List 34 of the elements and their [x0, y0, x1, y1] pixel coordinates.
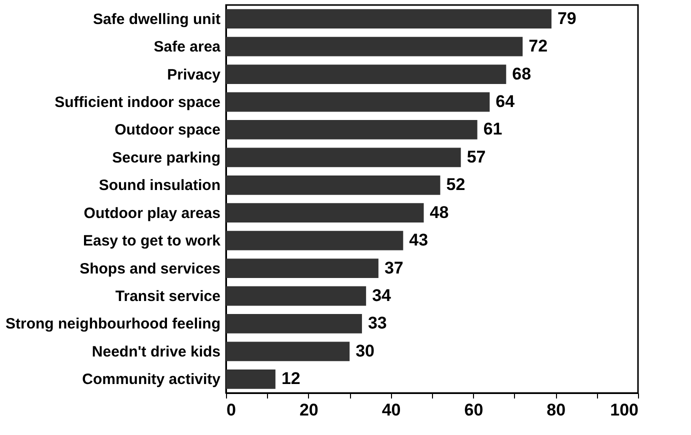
y-tick-label: Secure parking	[112, 149, 220, 166]
data-label: 57	[466, 147, 486, 166]
y-tick-label: Strong neighbourhood feeling	[6, 316, 220, 333]
x-tick-label: 0	[226, 400, 236, 420]
y-tick-label: Sufficient indoor space	[54, 94, 220, 111]
data-label: 12	[281, 369, 300, 388]
x-tick-label: 20	[299, 400, 318, 420]
data-label: 61	[483, 120, 502, 139]
y-tick-label: Transit service	[115, 288, 220, 305]
y-tick-label: Needn't drive kids	[92, 343, 220, 360]
data-label: 43	[409, 230, 428, 250]
data-label: 33	[368, 314, 387, 333]
data-label: 30	[356, 341, 375, 360]
y-tick-label: Safe area	[154, 38, 222, 56]
x-tick-label: 60	[464, 400, 484, 420]
y-tick-label: Privacy	[167, 66, 222, 84]
y-tick-label: Shops and services	[80, 260, 220, 278]
y-tick-label: Community activity	[82, 371, 222, 388]
data-label: 68	[512, 64, 532, 84]
data-label: 34	[372, 286, 392, 305]
data-label: 79	[557, 8, 576, 28]
y-tick-label: Outdoor space	[114, 122, 220, 139]
x-tick-label: 80	[546, 400, 566, 420]
x-tick-label: 100	[610, 400, 638, 420]
data-label: 48	[430, 202, 449, 222]
data-label: 52	[446, 175, 466, 194]
y-tick-label: Outdoor play areas	[84, 204, 220, 222]
x-tick-label: 40	[382, 400, 401, 420]
y-tick-label: Easy to get to work	[82, 232, 222, 250]
data-label: 37	[384, 258, 404, 278]
y-tick-label: Sound insulation	[98, 177, 220, 194]
data-label: 72	[528, 36, 548, 56]
data-label: 64	[496, 92, 516, 111]
y-tick-label: Safe dwelling unit	[92, 10, 220, 28]
